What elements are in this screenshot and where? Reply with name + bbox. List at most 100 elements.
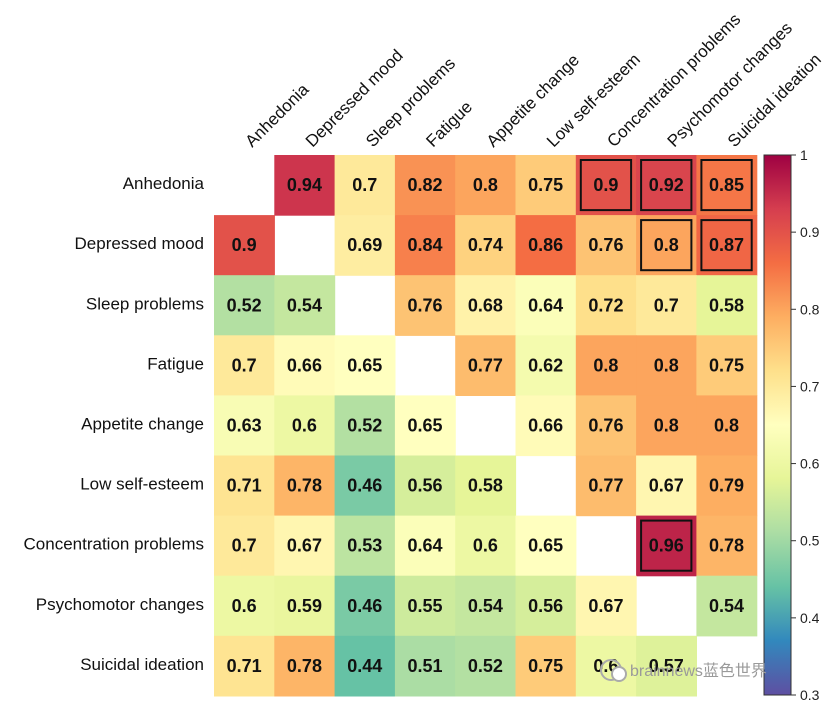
- column-label: Fatigue: [422, 97, 476, 151]
- cell-value: 0.59: [287, 596, 322, 616]
- cell-value: 0.63: [227, 415, 262, 435]
- row-label: Sleep problems: [86, 294, 204, 313]
- heatmap-cell: [455, 455, 517, 517]
- heatmap-cell: [274, 275, 336, 336]
- cell-value: 0.58: [709, 295, 744, 315]
- cell-value: 0.82: [408, 175, 443, 195]
- wechat-icon-inner: [611, 666, 627, 682]
- row-label: Depressed mood: [75, 234, 204, 253]
- cell-value: 0.79: [709, 476, 744, 496]
- cell-value: 0.71: [227, 476, 262, 496]
- cell-value: 0.77: [588, 476, 623, 496]
- highlight-box: [640, 519, 693, 572]
- cell-value: 0.66: [287, 355, 322, 375]
- highlight-box: [700, 159, 753, 212]
- cell-value: 0.67: [287, 536, 322, 556]
- cell-value: 0.64: [528, 295, 563, 315]
- heatmap-cell: [696, 515, 758, 577]
- cell-value: 0.46: [347, 476, 382, 496]
- heatmap-cell: [334, 575, 396, 637]
- heatmap-cell: [575, 395, 637, 457]
- heatmap-cell: [455, 515, 517, 577]
- heatmap-cell: [575, 455, 637, 517]
- heatmap-cell: [214, 515, 275, 577]
- cell-value: 0.66: [528, 415, 563, 435]
- cell-value: 0.75: [528, 175, 563, 195]
- cell-value: 0.58: [468, 476, 503, 496]
- heatmap-cell: [575, 635, 637, 697]
- heatmap-cell: [274, 575, 336, 637]
- heatmap-cell: [696, 575, 758, 637]
- cell-value: 0.6: [473, 536, 498, 556]
- heatmap-cell: [394, 395, 456, 457]
- cell-value: 0.6: [232, 596, 257, 616]
- cell-value: 0.78: [709, 536, 744, 556]
- heatmap-cell: [334, 455, 396, 517]
- heatmap-cell: [455, 635, 517, 697]
- cell-value: 0.7: [654, 295, 679, 315]
- cell-value: 0.71: [227, 656, 262, 676]
- heatmap-cell: [455, 335, 517, 396]
- cell-value: 0.8: [654, 235, 679, 255]
- heatmap-cell: [696, 215, 758, 276]
- heatmap-cell: [515, 515, 577, 577]
- heatmap-cell: [394, 455, 456, 517]
- heatmap-cell: [214, 275, 275, 336]
- cell-value: 0.69: [347, 235, 382, 255]
- cell-value: 0.92: [649, 175, 684, 195]
- heatmap-cell: [575, 575, 637, 637]
- cell-value: 0.78: [287, 656, 322, 676]
- cell-value: 0.75: [709, 355, 744, 375]
- cell-value: 0.67: [588, 596, 623, 616]
- cell-value: 0.9: [232, 235, 257, 255]
- heatmap-cell: [455, 575, 517, 637]
- cell-value: 0.78: [287, 476, 322, 496]
- heatmap-cell: [334, 215, 396, 276]
- colorbar-tick-label: 0.5: [800, 533, 820, 549]
- heatmap-cell: [334, 515, 396, 577]
- cell-value: 0.96: [649, 536, 684, 556]
- heatmap-cell: [696, 395, 758, 457]
- heatmap-cell: [575, 335, 637, 396]
- colorbar-tick-label: 0.3: [800, 687, 820, 703]
- heatmap-cell: [334, 635, 396, 697]
- colorbar-tick-label: 0.6: [800, 456, 820, 472]
- colorbar-gradient: [763, 154, 792, 696]
- cell-value: 0.54: [468, 596, 503, 616]
- cell-value: 0.84: [408, 235, 443, 255]
- heatmap-cell: [696, 155, 758, 216]
- cell-value: 0.56: [408, 476, 443, 496]
- row-label: Anhedonia: [123, 174, 205, 193]
- heatmap-cell: [696, 275, 758, 336]
- heatmap-cell: [636, 515, 697, 577]
- heatmap-cell: [575, 275, 637, 336]
- cell-value: 0.76: [408, 295, 443, 315]
- heatmap-cell: [515, 395, 577, 457]
- cell-value: 0.9: [593, 175, 618, 195]
- cell-value: 0.72: [588, 295, 623, 315]
- cell-value: 0.85: [709, 175, 744, 195]
- heatmap-cell: [515, 155, 577, 216]
- heatmap-cell: [696, 335, 758, 396]
- heatmap-cell: [636, 275, 697, 336]
- heatmap-cell: [636, 155, 697, 216]
- heatmap-cell: [515, 575, 577, 637]
- heatmap-cell: [636, 635, 697, 697]
- row-label: Suicidal ideation: [80, 655, 204, 674]
- row-labels: Anhedonia Depressed mood Sleep problems Fat…: [24, 174, 205, 674]
- cell-value: 0.8: [714, 415, 739, 435]
- heatmap-cell: [274, 335, 336, 396]
- cell-value: 0.7: [232, 536, 257, 556]
- heatmap-cell: [515, 335, 577, 396]
- heatmap-cell: [394, 155, 456, 216]
- row-label: Appetite change: [81, 414, 204, 433]
- cell-value: 0.77: [468, 355, 503, 375]
- heatmap-cell: [394, 515, 456, 577]
- cell-value: 0.65: [528, 536, 563, 556]
- cell-value: 0.94: [287, 175, 322, 195]
- cell-value: 0.7: [352, 175, 377, 195]
- row-label: Psychomotor changes: [36, 595, 204, 614]
- column-label: Anhedonia: [242, 80, 313, 151]
- heatmap-cell: [214, 455, 275, 517]
